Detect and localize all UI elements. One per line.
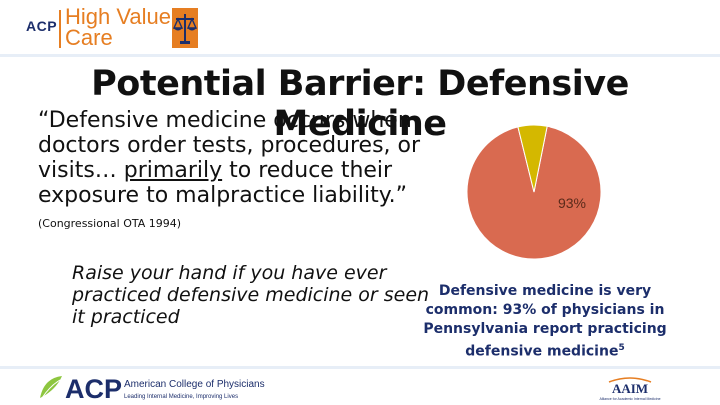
footer-aaim-tagline: Alliance for Academic Internal Medicine [599, 397, 660, 401]
footer-acp-name: American College of Physicians [124, 379, 265, 390]
slide-title: Potential Barrier: Defensive Medicine [91, 64, 629, 144]
audience-prompt: Raise your hand if you have ever practic… [72, 262, 430, 328]
defensive-medicine-pie-chart: 93% [466, 124, 602, 260]
balance-scale-icon [172, 8, 198, 48]
acp-leaf-icon [40, 376, 62, 399]
quote-underlined-word: primarily [123, 158, 223, 183]
aaim-footer-logo: AAIM Alliance for Academic Internal Medi… [599, 377, 661, 401]
footer-acp-tagline: Leading Internal Medicine, Improving Liv… [124, 394, 238, 400]
pie-slice-0 [466, 125, 602, 260]
caption-footnote: 5 [618, 343, 625, 353]
header-divider [0, 54, 720, 57]
logo-acp-text: ACP [26, 18, 58, 34]
pie-slice-1 [517, 124, 548, 193]
footer-aaim-text: AAIM [612, 381, 648, 396]
logo-high-value-text: High Value [65, 4, 171, 29]
acp-footer-logo: ACP American College of Physicians Leadi… [40, 374, 265, 402]
definition-quote: “Defensive medicine occurs when doctors … [38, 108, 458, 236]
quote-text-part1: “Defensive medicine occurs when doctors … [38, 108, 421, 183]
quote-citation: (Congressional OTA 1994) [38, 217, 182, 230]
caption-text: Defensive medicine is very common: 93% o… [423, 283, 667, 360]
footer-divider [0, 366, 720, 369]
pie-slice-label-0: 93% [558, 195, 586, 211]
logo-care-text: Care [65, 25, 113, 50]
acp-high-value-care-logo: ACP High Value Care [26, 4, 198, 52]
quote-text-part2: to reduce their exposure to malpractice … [38, 158, 408, 208]
pie-caption: Defensive medicine is very common: 93% o… [420, 282, 670, 362]
logo-divider [59, 10, 61, 48]
footer-acp-text: ACP [65, 374, 122, 402]
